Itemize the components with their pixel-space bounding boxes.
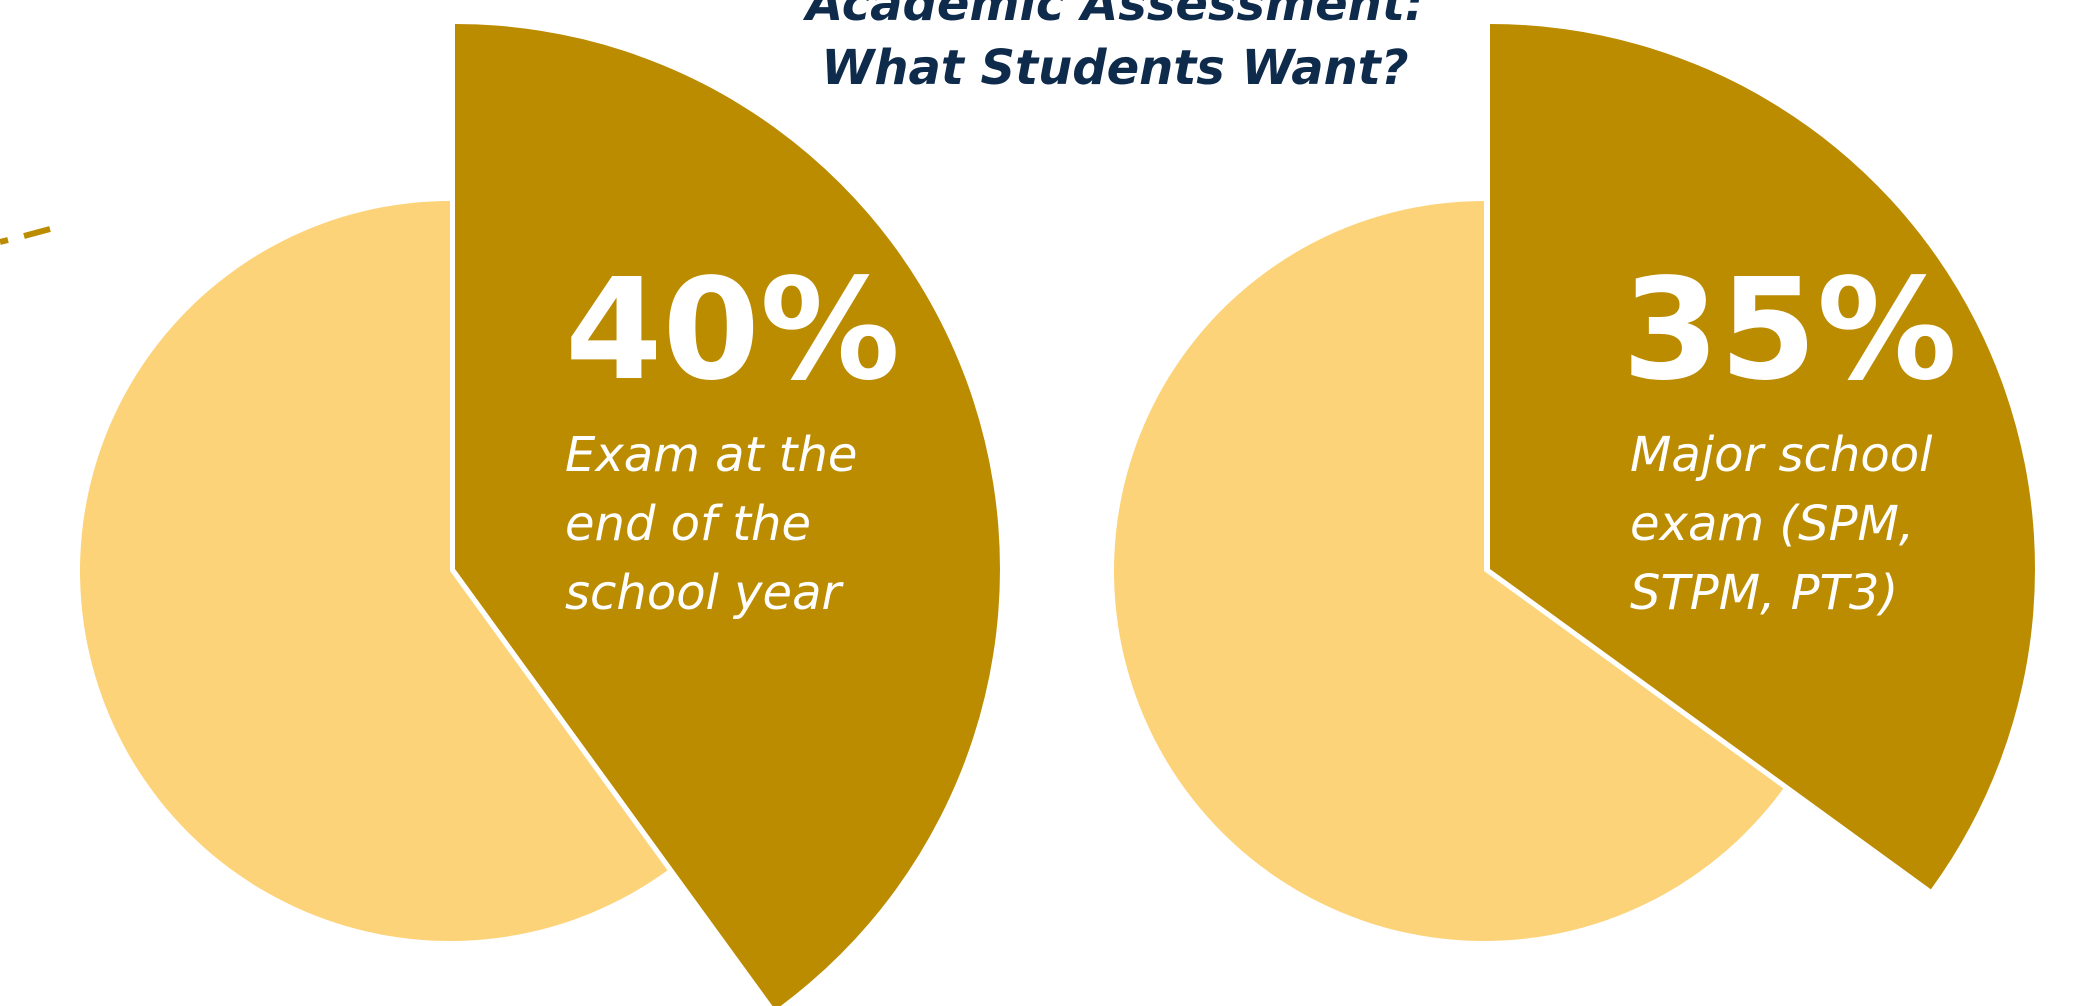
slice-percent-label: 40% [565,249,900,412]
slice-description-line-1: Exam at the [565,427,857,483]
title-line-2: What Students Want? [821,40,1408,96]
decorative-dashes [0,226,51,245]
pie-slice-remainder [80,201,668,941]
pie-chart-left: 40% Exam at the end of the school year [80,24,1000,1006]
slice-percent-label: 35% [1622,249,1957,412]
slice-description-line-3: school year [565,565,845,621]
chart-title: Academic Assessment: What Students Want? [802,0,1424,96]
slice-description-line-1: Major school [1630,427,1933,483]
slice-description-line-3: STPM, PT3) [1630,565,1898,621]
pie-chart-right: 35% Major school exam (SPM, STPM, PT3) [1114,24,2035,941]
slice-description-line-2: end of the [565,496,811,552]
pie-slice-remainder [1114,201,1784,941]
slice-description-line-2: exam (SPM, [1630,496,1914,552]
pie-slice-highlight [1490,24,2035,890]
title-line-1: Academic Assessment: [802,0,1424,32]
pie-slice-highlight [455,24,1000,1006]
